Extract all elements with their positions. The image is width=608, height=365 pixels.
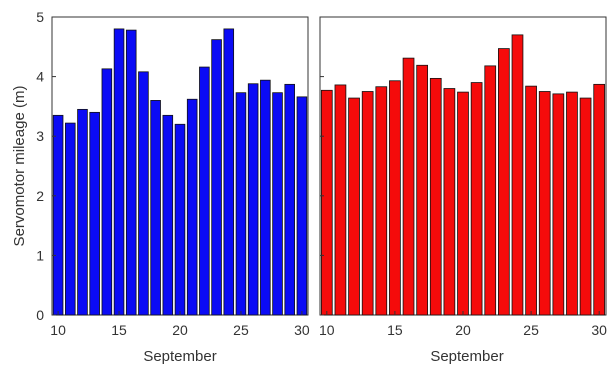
right-bar-19 [443, 88, 456, 316]
right-x-tick-label: 10 [319, 322, 335, 338]
left-bar-12 [77, 108, 88, 316]
right-bar-25 [525, 85, 537, 316]
right-bar-12 [348, 97, 360, 316]
left-y-tick-label: 4 [36, 69, 44, 85]
right-bar-27 [552, 93, 565, 316]
right-bar-29 [579, 97, 592, 316]
right-bar-22 [484, 65, 497, 316]
left-bar-30 [296, 96, 308, 316]
right-bar-23 [498, 48, 510, 316]
left-bar-19 [162, 114, 174, 316]
left-x-tick-label: 20 [172, 322, 188, 338]
left-y-tick-label: 3 [36, 128, 44, 144]
right-bar-20 [457, 91, 469, 316]
right-bar-28 [566, 91, 578, 316]
left-x-tick-label: 15 [111, 322, 127, 338]
left-y-tick-label: 0 [36, 307, 44, 323]
left-bar-13 [89, 111, 100, 316]
right-bar-11 [334, 84, 347, 316]
left-bar-14 [101, 68, 113, 316]
left-bar-27 [260, 79, 271, 316]
right-bar-17 [416, 64, 429, 316]
left-bar-23 [211, 39, 222, 316]
left-bar-17 [138, 71, 149, 316]
left-y-tick-label: 1 [36, 247, 44, 263]
left-bar-24 [223, 28, 235, 316]
left-bar-28 [272, 92, 283, 316]
right-chart: 10 15 20 25 30 September [319, 16, 607, 365]
left-y-tick-label: 5 [36, 9, 44, 25]
right-x-tick-label: 15 [387, 322, 403, 338]
left-bar-20 [174, 123, 186, 316]
left-bar-15 [113, 28, 125, 316]
left-bar-10 [52, 114, 64, 316]
left-bar-25 [235, 92, 247, 316]
left-bar-21 [186, 98, 198, 316]
right-bar-18 [429, 77, 442, 316]
right-bar-16 [402, 57, 415, 316]
right-bar-21 [470, 82, 483, 316]
right-x-tick-label: 30 [591, 322, 607, 338]
right-bar-30 [593, 83, 606, 316]
left-x-ticks: 10 15 20 25 30 [50, 311, 310, 338]
left-x-tick-label: 10 [50, 322, 66, 338]
left-y-tick-label: 2 [36, 188, 44, 204]
left-bar-26 [247, 83, 259, 316]
left-y-ticks: 0 1 2 3 4 5 [36, 9, 56, 323]
right-bar-10 [320, 89, 333, 316]
right-bars [320, 34, 606, 316]
left-bars [52, 28, 308, 316]
left-bar-22 [199, 66, 210, 316]
right-x-tick-label: 20 [455, 322, 471, 338]
left-bar-16 [125, 29, 137, 316]
left-y-axis-label: Servomotor mileage (m) [11, 86, 28, 247]
right-bar-14 [375, 86, 388, 316]
right-bar-13 [361, 91, 374, 316]
left-bar-18 [150, 100, 161, 316]
right-x-tick-label: 25 [523, 322, 539, 338]
left-x-tick-label: 30 [294, 322, 310, 338]
left-x-tick-label: 25 [233, 322, 249, 338]
left-chart: 10 15 20 25 30 0 1 2 3 4 5 September Servomotor m… [11, 9, 310, 365]
left-x-axis-label: September [143, 348, 216, 365]
right-bar-15 [389, 80, 401, 316]
right-x-axis-label: September [430, 348, 503, 365]
left-bar-29 [284, 83, 295, 316]
right-bar-26 [538, 91, 551, 316]
right-bar-24 [511, 34, 524, 316]
right-x-ticks: 10 15 20 25 30 [319, 311, 607, 338]
left-bar-11 [65, 122, 76, 316]
